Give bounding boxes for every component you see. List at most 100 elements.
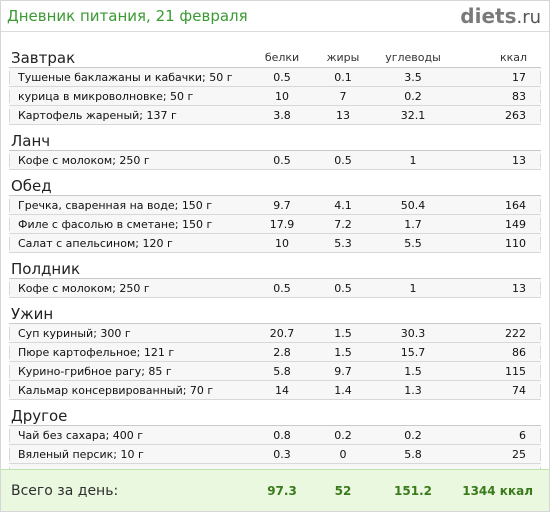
column-header-fat: жиры [326, 51, 360, 64]
food-name[interactable]: Гречка, сваренная на воде; 150 г [9, 198, 247, 212]
food-name[interactable]: Кальмар консервированный; 70 г [9, 383, 247, 397]
carbs-value: 0.2 [404, 89, 422, 103]
protein-value: 10 [275, 236, 289, 250]
fat-value: 0.5 [334, 153, 352, 167]
food-name[interactable]: Чай без сахара; 400 г [9, 428, 247, 442]
section-title: Другое [9, 400, 541, 426]
fat-value: 0.1 [334, 70, 352, 84]
kcal-value: 25 [457, 447, 541, 461]
divider [1, 31, 549, 32]
site-logo[interactable]: diets.ru [460, 4, 541, 28]
column-header-protein: белки [264, 51, 300, 64]
food-row[interactable]: Гречка, сваренная на воде; 150 г 9.7 4.1 50… [9, 196, 541, 215]
food-row[interactable]: Филе с фасолью в сметане; 150 г 17.9 7.2 1.… [9, 215, 541, 234]
protein-value: 20.7 [269, 326, 295, 340]
protein-value: 2.8 [273, 345, 291, 359]
kcal-value: 83 [457, 89, 541, 103]
protein-value: 0.3 [273, 447, 291, 461]
section-title: Ланч [9, 125, 541, 151]
food-name[interactable]: Филе с фасолью в сметане; 150 г [9, 217, 247, 231]
protein-value: 14 [275, 383, 289, 397]
kcal-value: 110 [457, 236, 541, 250]
food-row[interactable]: Пюре картофельное; 121 г 2.8 1.5 15.7 86 [9, 343, 541, 362]
carbs-value: 1 [409, 281, 417, 295]
section-title: Обед [9, 170, 541, 196]
total-row: Всего за день: 97.3 52 151.2 1344 ккал [1, 469, 549, 511]
food-row[interactable]: Картофель жареный; 137 г 3.8 13 32.1 263 [9, 106, 541, 125]
kcal-value: 115 [457, 364, 541, 378]
protein-value: 10 [275, 89, 289, 103]
kcal-value: 263 [457, 108, 541, 122]
total-fat: 52 [334, 484, 352, 498]
total-kcal: 1344 ккал [462, 484, 533, 498]
fat-value: 7.2 [334, 217, 352, 231]
fat-value: 0.2 [334, 428, 352, 442]
section-header-0: Завтрак белки жиры углеводы ккал [9, 43, 541, 68]
food-row[interactable]: Кофе с молоком; 250 г 0.5 0.5 1 13 [9, 279, 541, 298]
fat-value: 9.7 [334, 364, 352, 378]
protein-value: 0.5 [273, 70, 291, 84]
protein-value: 3.8 [273, 108, 291, 122]
food-name[interactable]: курица в микроволновке; 50 г [9, 89, 247, 103]
food-row[interactable]: курица в микроволновке; 50 г 10 7 0.2 83 [9, 87, 541, 106]
food-name[interactable]: Тушеные баклажаны и кабачки; 50 г [9, 70, 247, 84]
carbs-value: 1.7 [404, 217, 422, 231]
total-protein: 97.3 [267, 484, 297, 498]
food-row[interactable]: Чай без сахара; 400 г 0.8 0.2 0.2 6 [9, 426, 541, 445]
column-header-carbs: углеводы [385, 51, 441, 64]
kcal-value: 86 [457, 345, 541, 359]
carbs-value: 15.7 [400, 345, 426, 359]
kcal-value: 13 [457, 153, 541, 167]
carbs-value: 5.8 [404, 447, 422, 461]
section-title: Завтрак [11, 49, 76, 67]
section-title: Ужин [9, 298, 541, 324]
fat-value: 1.4 [334, 383, 352, 397]
fat-value: 1.5 [334, 326, 352, 340]
protein-value: 5.8 [273, 364, 291, 378]
food-name[interactable]: Кофе с молоком; 250 г [9, 281, 247, 295]
kcal-value: 6 [457, 428, 541, 442]
diary-table: Завтрак белки жиры углеводы ккал Тушеные бакл… [9, 43, 541, 483]
protein-value: 9.7 [273, 198, 291, 212]
fat-value: 7 [339, 89, 347, 103]
food-row[interactable]: Кальмар консервированный; 70 г 14 1.4 1.3 74 [9, 381, 541, 400]
food-row[interactable]: Суп куриный; 300 г 20.7 1.5 30.3 222 [9, 324, 541, 343]
food-row[interactable]: Кофе с молоком; 250 г 0.5 0.5 1 13 [9, 151, 541, 170]
food-name[interactable]: Пюре картофельное; 121 г [9, 345, 247, 359]
logo-text: diets [460, 4, 517, 28]
fat-value: 0.5 [334, 281, 352, 295]
section-title: Полдник [9, 253, 541, 279]
carbs-value: 1 [409, 153, 417, 167]
protein-value: 0.8 [273, 428, 291, 442]
total-carbs: 151.2 [394, 484, 432, 498]
fat-value: 0 [339, 447, 347, 461]
carbs-value: 3.5 [404, 70, 422, 84]
kcal-value: 149 [457, 217, 541, 231]
kcal-value: 17 [457, 70, 541, 84]
carbs-value: 50.4 [400, 198, 426, 212]
kcal-value: 164 [457, 198, 541, 212]
fat-value: 5.3 [334, 236, 352, 250]
kcal-value: 13 [457, 281, 541, 295]
protein-value: 0.5 [273, 153, 291, 167]
food-name[interactable]: Кофе с молоком; 250 г [9, 153, 247, 167]
food-name[interactable]: Салат с апельсином; 120 г [9, 236, 247, 250]
column-header-kcal: ккал [499, 51, 527, 64]
carbs-value: 5.5 [404, 236, 422, 250]
food-name[interactable]: Курино-грибное рагу; 85 г [9, 364, 247, 378]
food-row[interactable]: Тушеные баклажаны и кабачки; 50 г 0.5 0.1 3… [9, 68, 541, 87]
protein-value: 0.5 [273, 281, 291, 295]
fat-value: 4.1 [334, 198, 352, 212]
page-title: Дневник питания, 21 февраля [7, 7, 248, 25]
food-name[interactable]: Суп куриный; 300 г [9, 326, 247, 340]
kcal-value: 222 [457, 326, 541, 340]
carbs-value: 32.1 [400, 108, 426, 122]
carbs-value: 1.3 [404, 383, 422, 397]
food-name[interactable]: Вяленый персик; 10 г [9, 447, 247, 461]
food-row[interactable]: Вяленый персик; 10 г 0.3 0 5.8 25 [9, 445, 541, 464]
food-row[interactable]: Салат с апельсином; 120 г 10 5.3 5.5 110 [9, 234, 541, 253]
food-name[interactable]: Картофель жареный; 137 г [9, 108, 247, 122]
protein-value: 17.9 [269, 217, 295, 231]
food-row[interactable]: Курино-грибное рагу; 85 г 5.8 9.7 1.5 115 [9, 362, 541, 381]
